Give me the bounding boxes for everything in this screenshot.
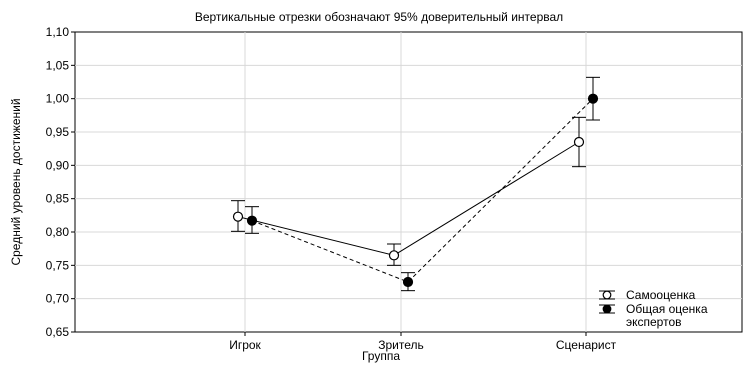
chart-title: Вертикальные отрезки обозначают 95% дове…: [195, 10, 563, 24]
data-point: [587, 93, 599, 104]
series-line: [251, 98, 594, 283]
y-tick-label: 1,10: [46, 25, 70, 39]
data-point: [246, 215, 258, 226]
y-tick-label: 1,05: [46, 58, 70, 72]
data-point: [388, 250, 400, 261]
x-axis-title: Группа: [362, 349, 400, 363]
legend-swatch-marker: [602, 304, 612, 314]
y-tick-label: 0,80: [46, 225, 70, 239]
y-tick-label: 0,65: [46, 325, 70, 339]
plot-area: [74, 31, 743, 333]
series-layer: [231, 76, 600, 292]
y-axis-title: Средний уровень достижений: [9, 98, 23, 265]
legend-swatch-marker: [602, 290, 612, 300]
data-point: [402, 276, 414, 288]
x-axis: Игрок Зритель Сценарист: [229, 332, 617, 352]
y-tick-label: 0,90: [46, 158, 70, 172]
y-tick-label: 0,70: [46, 292, 70, 306]
gridlines: [75, 32, 742, 332]
y-tick-label: 0,85: [46, 192, 70, 206]
y-axis: 0,65 0,70 0,75 0,80 0,85 0,90 0,95 1,00 1,05 1,10: [46, 25, 75, 339]
x-tick-label: Игрок: [229, 338, 261, 352]
x-tick-label: Зритель: [378, 338, 424, 352]
data-point: [573, 136, 585, 148]
series-2: [245, 76, 600, 292]
series-1: [231, 116, 586, 266]
y-tick-label: 0,95: [46, 125, 70, 139]
x-tick-label: Сценарист: [556, 338, 617, 352]
legend-label: Общая оценка экспертов: [626, 302, 708, 329]
legend-item-1: Самооценка: [599, 288, 696, 302]
legend-item-2: Общая оценка экспертов: [599, 302, 708, 329]
legend-label: Самооценка: [626, 288, 696, 302]
data-point: [232, 211, 244, 222]
y-tick-label: 1,00: [46, 92, 70, 106]
y-tick-label: 0,75: [46, 258, 70, 272]
